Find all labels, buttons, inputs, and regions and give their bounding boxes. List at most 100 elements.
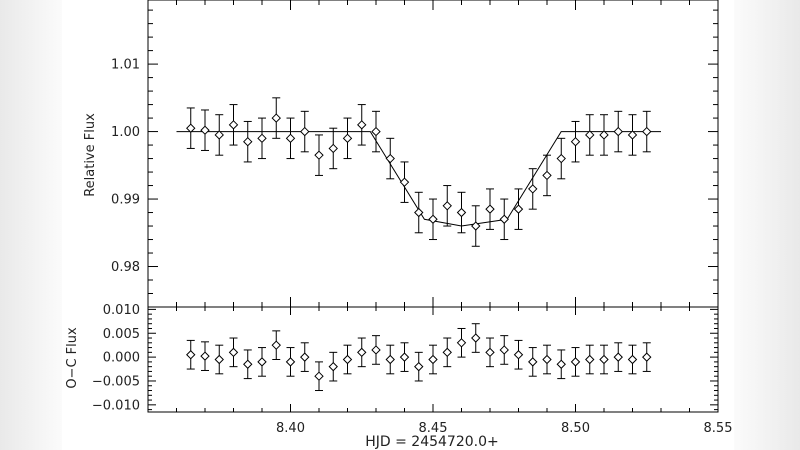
- diamond-marker: [642, 126, 652, 137]
- data-point: [471, 323, 481, 353]
- data-point: [428, 198, 438, 241]
- diamond-marker: [528, 184, 538, 194]
- data-point: [257, 347, 267, 377]
- y-axis-label-top: Relative Flux: [83, 113, 98, 197]
- diamond-marker: [342, 133, 353, 144]
- data-point: [627, 114, 638, 156]
- data-point: [570, 347, 581, 377]
- diamond-marker: [200, 351, 210, 361]
- data-point: [442, 185, 452, 227]
- diamond-marker: [442, 347, 452, 358]
- data-point: [271, 330, 281, 360]
- y-tick-label: −0.005: [92, 374, 140, 389]
- data-point: [513, 188, 524, 230]
- data-point: [243, 120, 253, 163]
- data-point: [300, 110, 310, 153]
- diamond-marker: [556, 153, 566, 164]
- data-point: [314, 361, 324, 392]
- diamond-marker: [371, 345, 381, 355]
- diamond-marker: [300, 352, 310, 362]
- diamond-marker: [243, 136, 253, 147]
- y-tick-label: −0.010: [92, 398, 140, 413]
- data-point: [186, 107, 196, 149]
- data-point: [271, 97, 281, 139]
- diamond-marker: [357, 120, 367, 130]
- data-point: [414, 191, 424, 234]
- data-point: [485, 337, 495, 368]
- data-point: [328, 351, 338, 382]
- diamond-marker: [228, 347, 239, 358]
- diamond-marker: [271, 340, 281, 350]
- diamond-marker: [428, 214, 438, 224]
- diamond-marker: [186, 123, 196, 133]
- diamond-marker: [513, 204, 524, 214]
- y-tick-label: 0.000: [103, 351, 140, 366]
- x-tick-label: 8.45: [419, 421, 448, 436]
- diamond-marker: [642, 352, 652, 362]
- data-point: [385, 344, 395, 375]
- y-tick-label: 0.010: [103, 303, 140, 318]
- data-point: [627, 344, 638, 375]
- diamond-marker: [271, 113, 281, 123]
- data-point: [342, 117, 353, 160]
- diamond-marker: [357, 347, 367, 358]
- diamond-marker: [542, 354, 552, 365]
- y-tick-label: 0.99: [111, 193, 140, 208]
- data-point: [342, 344, 353, 375]
- x-tick-label: 8.40: [276, 421, 305, 436]
- diamond-marker: [456, 338, 467, 348]
- data-point: [556, 349, 566, 380]
- diamond-marker: [471, 333, 481, 343]
- data-point: [528, 168, 538, 210]
- data-point: [285, 347, 296, 377]
- data-point: [414, 351, 424, 382]
- data-point: [456, 327, 467, 358]
- diamond-marker: [613, 352, 623, 362]
- diamond-marker: [556, 359, 566, 369]
- diamond-marker: [314, 371, 324, 381]
- data-point: [357, 104, 367, 146]
- diamond-marker: [528, 357, 538, 367]
- data-point: [314, 134, 324, 176]
- data-point: [499, 335, 509, 365]
- x-tick-label: 8.55: [704, 421, 733, 436]
- data-point: [357, 337, 367, 368]
- diamond-marker: [499, 214, 509, 224]
- data-point: [428, 344, 438, 375]
- data-point: [371, 335, 381, 365]
- diamond-marker: [243, 359, 253, 369]
- data-point: [399, 161, 410, 203]
- data-point: [243, 349, 253, 380]
- diamond-marker: [428, 354, 438, 365]
- diamond-marker: [485, 347, 495, 358]
- data-point: [228, 337, 239, 368]
- data-point: [371, 110, 381, 153]
- diamond-marker: [414, 361, 424, 372]
- y-tick-label: 0.005: [103, 327, 140, 342]
- data-point: [257, 117, 267, 160]
- diamond-marker: [328, 361, 338, 372]
- data-point: [556, 137, 566, 180]
- diamond-marker: [214, 130, 224, 140]
- diamond-marker: [442, 201, 452, 211]
- diamond-marker: [627, 354, 638, 365]
- data-point: [599, 344, 609, 375]
- data-point: [456, 191, 467, 234]
- data-point: [285, 117, 296, 160]
- y-tick-label: 0.98: [111, 260, 140, 275]
- diamond-marker: [570, 357, 581, 367]
- data-point: [228, 104, 239, 146]
- y-axis-label-bottom: O−C Flux: [65, 327, 80, 389]
- right-margin-shade: [734, 0, 800, 450]
- diamond-marker: [613, 126, 623, 137]
- y-tick-label: 1.00: [111, 125, 140, 140]
- x-axis-label: HJD = 2454720.0+: [365, 434, 499, 450]
- diamond-marker: [599, 130, 609, 140]
- data-point: [642, 342, 652, 372]
- data-point: [214, 344, 224, 375]
- data-point: [513, 339, 524, 370]
- y-tick-label: 1.01: [111, 58, 140, 73]
- diamond-marker: [570, 136, 581, 147]
